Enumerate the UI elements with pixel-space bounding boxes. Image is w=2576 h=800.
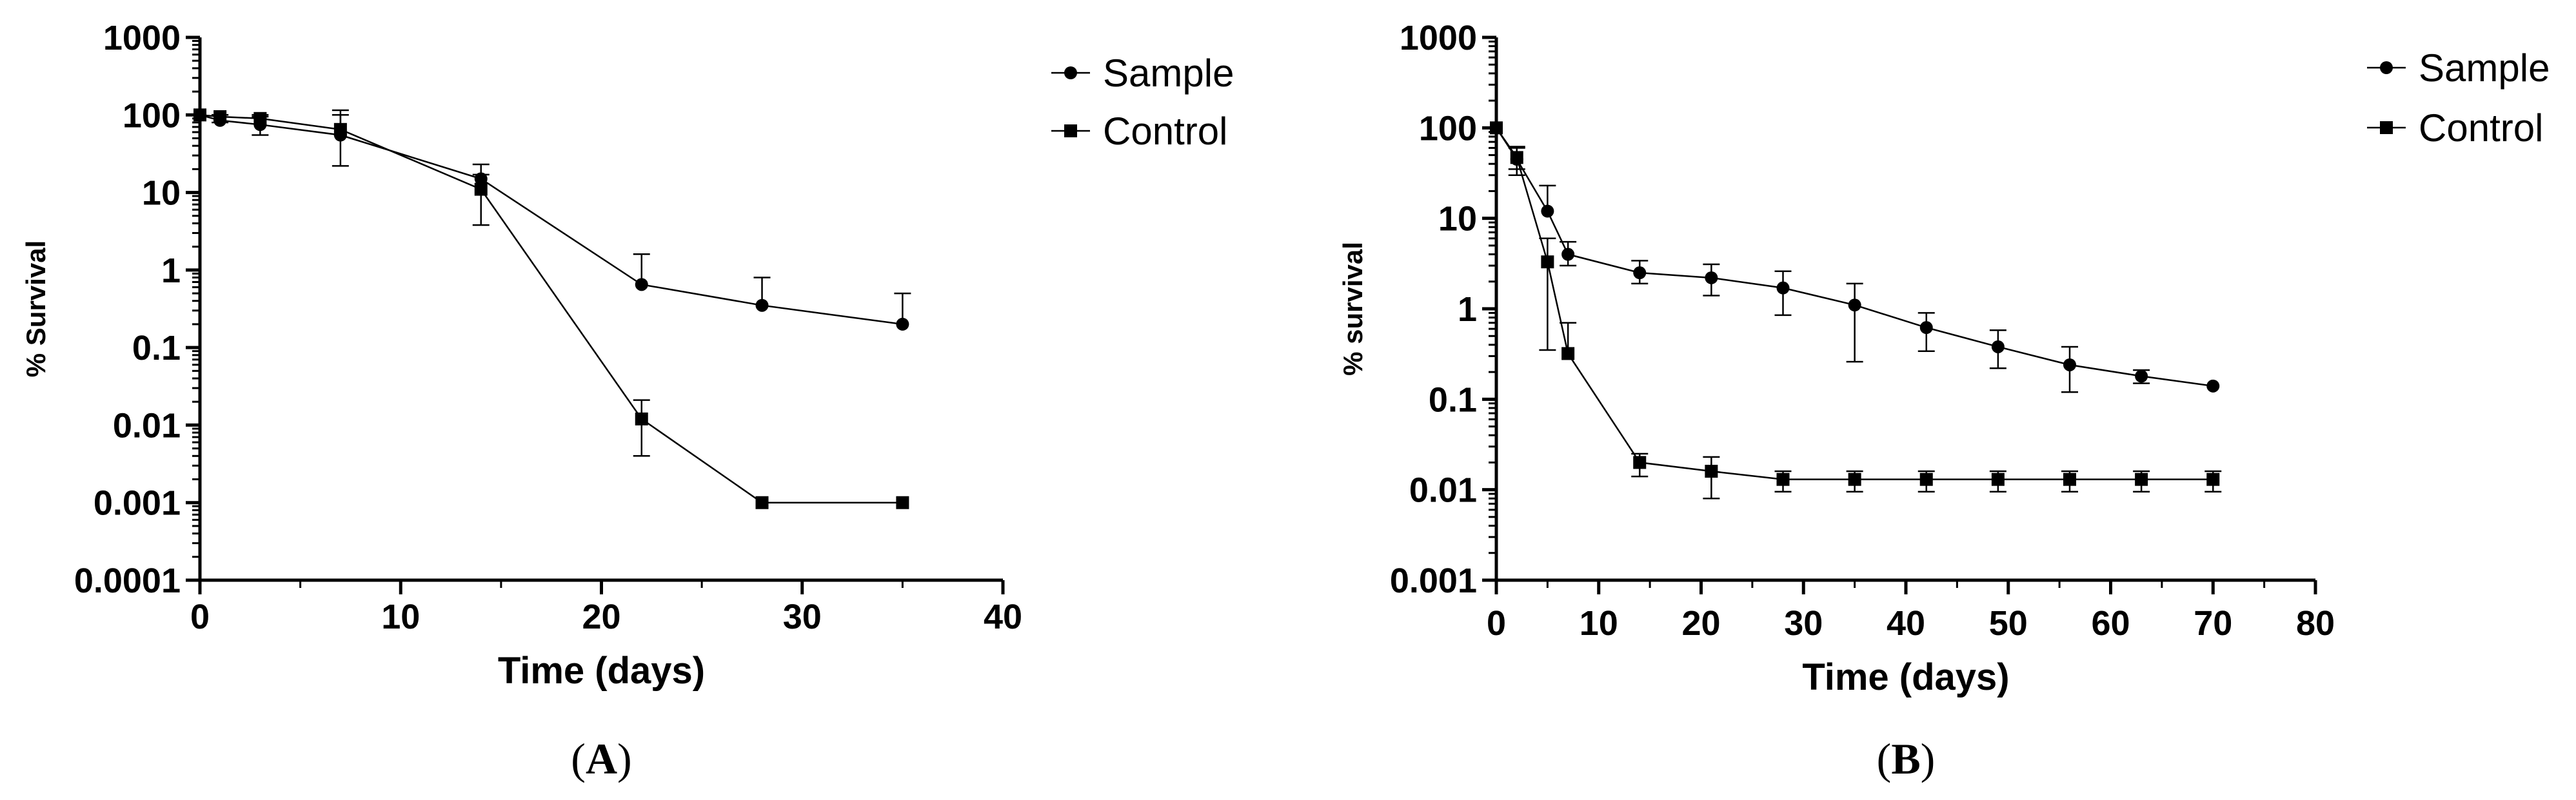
data-point [2135,473,2148,486]
data-point [474,182,488,196]
y-tick-label: 0.01 [1409,471,1477,510]
data-point [2063,358,2076,371]
data-point [755,496,769,509]
y-tick-label: 10 [142,174,181,213]
legend-marker [1064,124,1077,137]
legend-label: Sample [2419,46,2550,90]
x-tick-label: 0 [1487,604,1506,643]
data-point [1541,255,1554,269]
y-tick-label: 1000 [1400,19,1477,57]
x-tick-label: 40 [1887,604,1925,643]
x-tick-label: 30 [1784,604,1823,643]
x-tick-label: 40 [984,598,1022,636]
x-tick-label: 10 [381,598,420,636]
y-axis-title: % survival [1338,242,1368,376]
legend-label: Control [1103,110,1227,153]
data-point [896,496,909,509]
x-tick-label: 50 [1989,604,2028,643]
series-sample [193,108,911,331]
data-point [1919,321,1933,335]
y-tick-label: 1 [1458,290,1477,329]
series-sample [1490,121,2220,393]
data-point [1541,204,1554,218]
x-tick-label: 30 [783,598,822,636]
data-point [1776,473,1790,486]
legend-marker [2380,121,2393,134]
data-point [1490,121,1503,135]
y-tick-label: 10 [1438,200,1477,239]
data-point [193,108,206,122]
data-point [755,298,769,312]
y-tick-label: 1 [161,251,181,290]
panel-label: (A) [571,734,631,783]
data-point [1705,271,1718,284]
data-point [1991,473,2005,486]
y-tick-label: 1000 [103,19,181,57]
series-control [1490,121,2222,500]
chart-panel-b: 1000 100 10 1 0.1 0.01 0.001 0 10 20 30 40 50 60 70 80 T… [1338,19,2550,783]
data-point [1776,281,1790,295]
x-tick-label: 60 [2091,604,2130,643]
data-point [635,278,648,291]
data-point [1633,456,1647,469]
x-tick-label: 20 [582,598,620,636]
x-tick-label: 80 [2296,604,2335,643]
data-point [1561,248,1575,261]
data-point [896,317,909,331]
x-tick-label: 10 [1580,604,1618,643]
y-tick-label: 0.1 [1429,380,1477,419]
series-control [193,108,909,509]
data-point [2206,473,2220,486]
data-point [1848,298,1861,312]
data-point [635,412,648,425]
legend-entry-control: Control [1051,110,1227,153]
y-tick-label: 0.1 [132,329,181,367]
y-tick-label: 0.001 [1390,561,1477,600]
data-point [1919,473,1933,486]
x-axis-title: Time (days) [1802,656,2009,698]
data-point [1991,340,2005,353]
legend-marker [1064,66,1077,79]
data-point [213,110,227,123]
series-line [199,114,903,326]
y-tick-label: 0.01 [113,406,181,445]
data-point [2063,473,2076,486]
data-point [2206,379,2220,393]
x-axis-title: Time (days) [498,650,705,692]
data-point [253,112,267,125]
y-axis-title: % Survival [21,240,51,377]
data-point [1848,473,1861,486]
panel-label: (B) [1877,734,1936,783]
y-tick-label: 0.001 [94,484,181,523]
data-point [1561,347,1575,360]
data-point [1705,465,1718,478]
y-tick-label: 0.0001 [74,561,181,600]
legend-label: Sample [1103,52,1234,95]
data-point [2135,369,2148,383]
x-tick-label: 20 [1681,604,1720,643]
legend-entry-sample: Sample [2367,46,2550,90]
legend-label: Control [2419,106,2543,150]
legend-marker [2380,61,2393,74]
legend-entry-sample: Sample [1051,52,1234,95]
data-point [1633,266,1647,280]
legend-entry-control: Control [2367,106,2543,150]
data-point [1510,151,1523,164]
y-tick-label: 100 [1419,109,1477,148]
x-tick-label: 0 [190,598,210,636]
series-line [199,114,903,503]
data-point [333,122,347,136]
y-tick-label: 100 [123,96,181,135]
x-tick-label: 70 [2194,604,2232,643]
